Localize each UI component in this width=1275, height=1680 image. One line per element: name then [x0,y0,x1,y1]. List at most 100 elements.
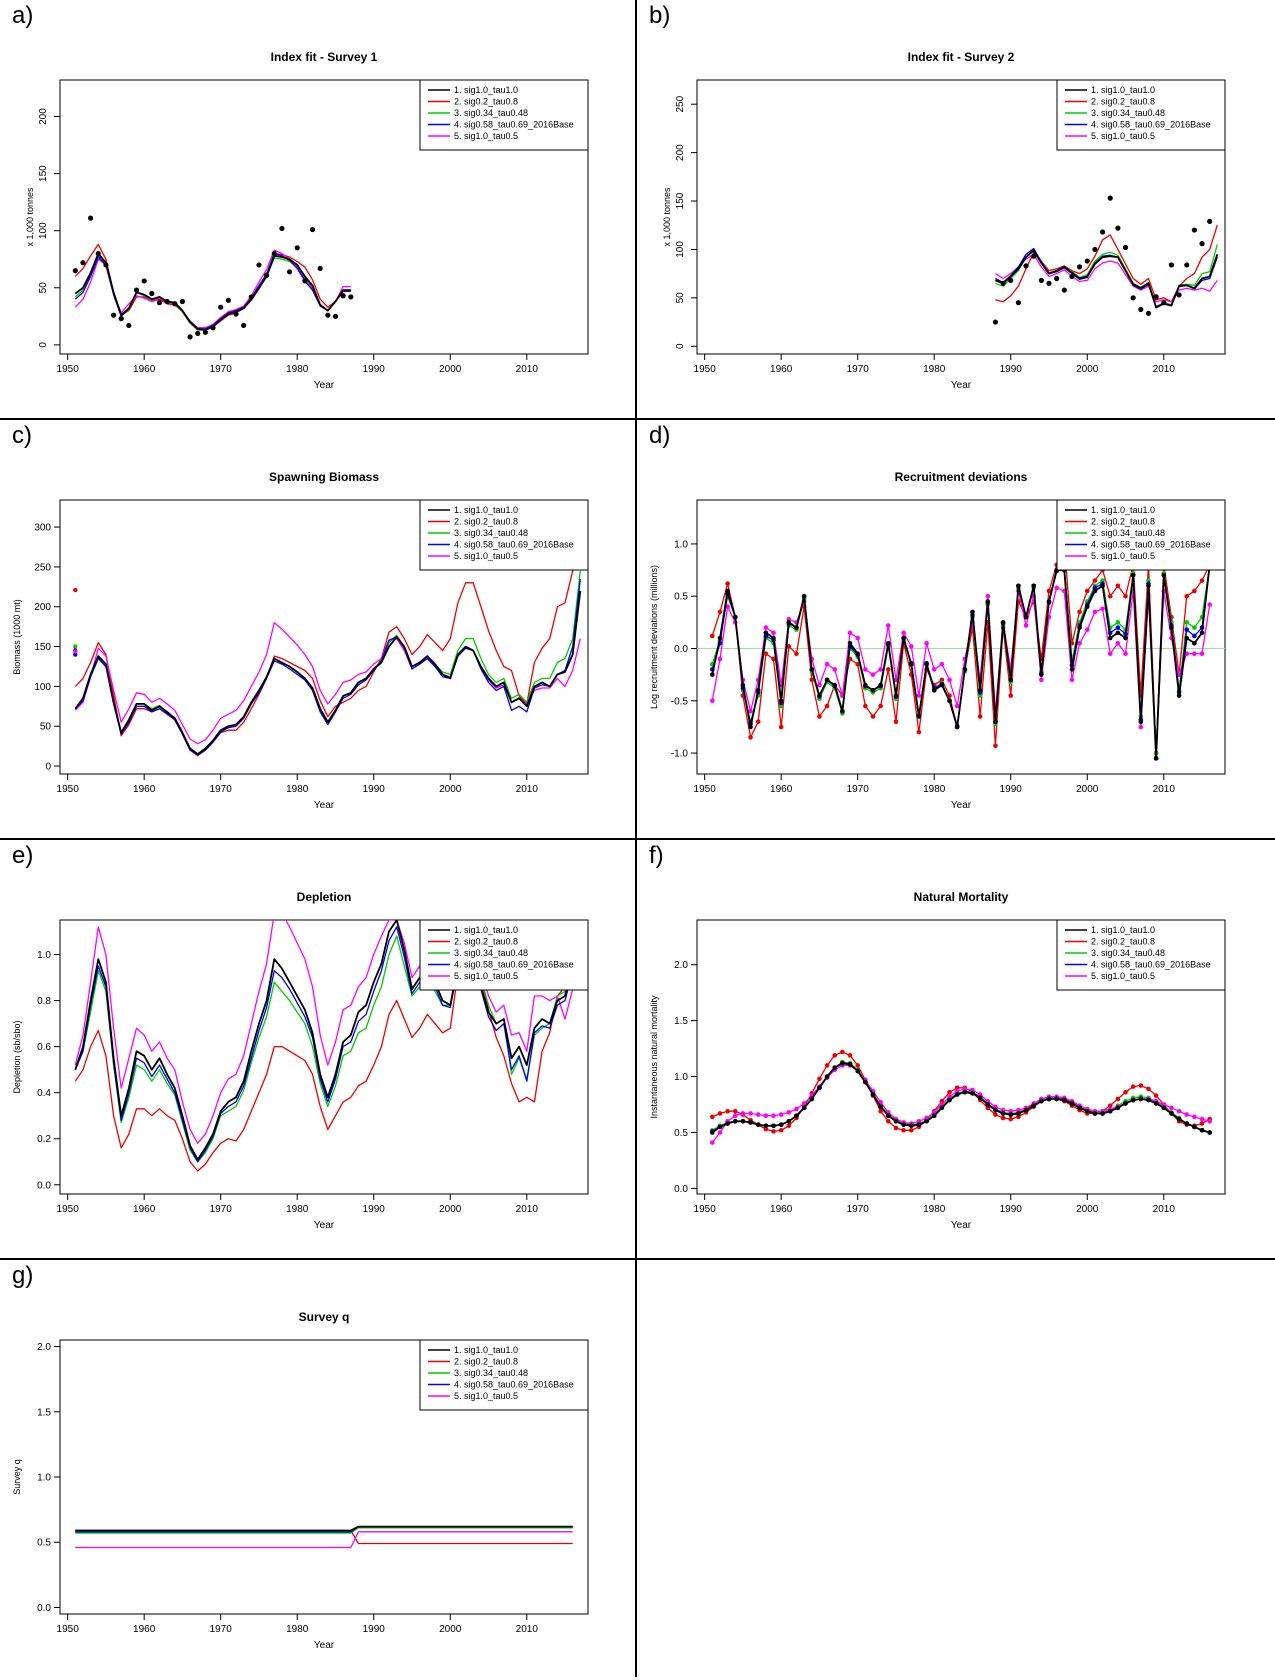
series-line-4-sig0-58-tau0-69-2016base [74,926,574,1163]
series-point-2-sig0-2-tau0-8 [817,714,822,719]
series-point-3-sig0-34-tau0-48 [1192,625,1197,630]
y-tick-label: 50 [38,282,49,294]
x-tick-label: 1970 [847,364,870,375]
series-line-5-sig1-0-tau0-5 [74,249,351,329]
y-axis-label: Survey q [12,1459,22,1495]
series-point-1-sig1-0-tau1-0 [863,682,868,688]
series-point-1-sig1-0-tau1-0 [962,1089,968,1095]
observed-point [1153,294,1159,300]
series-point-1-sig1-0-tau1-0 [985,1102,991,1107]
series-point-2-sig0-2-tau0-8 [710,1114,715,1120]
series-point-2-sig0-2-tau0-8 [878,1108,883,1114]
series-point-1-sig1-0-tau1-0 [725,588,730,594]
series-point-2-sig0-2-tau0-8 [1146,1086,1151,1092]
initial-biomass-point [73,587,78,593]
series-point-2-sig0-2-tau0-8 [1130,1084,1136,1089]
series-point-5-sig1-0-tau0-5 [977,1092,983,1097]
series-point-2-sig0-2-tau0-8 [1192,588,1197,594]
series-point-2-sig0-2-tau0-8 [993,1112,998,1117]
x-tick-label: 2010 [516,364,539,375]
x-tick-label: 2010 [516,784,539,795]
legend-label: 5. sig1.0_tau0.5 [1091,971,1155,981]
series-point-1-sig1-0-tau1-0 [1199,630,1205,636]
x-tick-label: 1970 [210,1204,233,1215]
series-point-2-sig0-2-tau0-8 [916,729,922,735]
series-point-1-sig1-0-tau1-0 [1069,667,1075,672]
legend: 1. sig1.0_tau1.0 2. sig0.2_tau0.83. sig0.… [1056,79,1226,151]
series-point-5-sig1-0-tau0-5 [717,656,723,662]
legend-label: 5. sig1.0_tau0.5 [1091,551,1155,561]
observed-point [271,250,277,257]
y-tick-label: 0.0 [37,1180,51,1191]
x-tick-label: 1990 [1000,364,1023,375]
observed-point [103,262,109,268]
series-point-1-sig1-0-tau1-0 [908,1123,914,1129]
series-point-1-sig1-0-tau1-0 [931,688,937,693]
observed-point [164,298,170,305]
observed-point [340,293,346,299]
legend-label: 1. sig1.0_tau1.0 [1091,85,1155,95]
legend-label: 3. sig0.34_tau0.48 [1091,108,1165,118]
series-point-2-sig0-2-tau0-8 [878,703,883,709]
series-point-1-sig1-0-tau1-0 [710,1130,715,1135]
series-point-2-sig0-2-tau0-8 [1107,1103,1113,1108]
series-point-5-sig1-0-tau0-5 [1107,651,1113,657]
series-point-2-sig0-2-tau0-8 [717,609,723,615]
x-tick-label: 2000 [1076,364,1099,375]
legend-label: 4. sig0.58_tau0.69_2016Base [454,540,574,550]
legend-label: 5. sig1.0_tau0.5 [454,131,518,141]
series-point-1-sig1-0-tau1-0 [1207,1130,1212,1135]
series-point-1-sig1-0-tau1-0 [763,630,769,636]
legend-box [1056,499,1226,571]
panel-letter: c) [12,422,32,449]
legend-label: 5. sig1.0_tau0.5 [454,1391,518,1401]
series-point-5-sig1-0-tau0-5 [970,1087,975,1093]
series-point-2-sig0-2-tau0-8 [786,644,792,649]
series-point-5-sig1-0-tau0-5 [771,630,776,636]
series-point-5-sig1-0-tau0-5 [931,667,937,672]
series-point-2-sig0-2-tau0-8 [1199,1121,1205,1126]
series-point-2-sig0-2-tau0-8 [954,1085,960,1091]
series-point-1-sig1-0-tau1-0 [725,1121,730,1126]
series-point-5-sig1-0-tau0-5 [1169,1105,1174,1111]
series-point-1-sig1-0-tau1-0 [1184,1121,1190,1126]
series-point-5-sig1-0-tau0-5 [1016,1107,1021,1113]
x-tick-label: 1960 [770,1204,793,1215]
plot-frame [696,919,1226,1195]
series-point-5-sig1-0-tau0-5 [993,1104,998,1110]
series-point-1-sig1-0-tau1-0 [1031,1103,1036,1108]
series-line-2-sig0-2-tau0-8 [74,558,581,757]
legend-label: 4. sig0.58_tau0.69_2016Base [1091,120,1211,130]
series-point-2-sig0-2-tau0-8 [809,677,815,683]
observed-point [1122,244,1129,251]
series-point-1-sig1-0-tau1-0 [916,1122,922,1127]
series-point-1-sig1-0-tau1-0 [809,667,815,672]
series-point-5-sig1-0-tau0-5 [886,623,891,628]
series-point-1-sig1-0-tau1-0 [1023,1107,1029,1113]
series-point-2-sig0-2-tau0-8 [710,633,715,639]
series-point-1-sig1-0-tau1-0 [717,1124,723,1130]
chart-index-fit-survey-1: Index fit - Survey 1 1950 1960 1970 1980 1990… [25,50,589,391]
series-point-5-sig1-0-tau0-5 [817,682,822,688]
panel-letter: f) [649,842,664,869]
observed-point [1145,310,1152,316]
series-point-1-sig1-0-tau1-0 [924,661,929,667]
observed-point [202,329,208,335]
series-point-1-sig1-0-tau1-0 [824,677,830,683]
y-tick-label: 150 [38,165,49,182]
observed-point [1077,264,1083,270]
observed-point [1207,218,1213,224]
series-line-3-sig0-34-tau0-48 [74,935,574,1163]
series-point-2-sig0-2-tau0-8 [725,1108,730,1114]
series-point-1-sig1-0-tau1-0 [1123,1101,1128,1106]
x-tick-label: 2010 [1153,1204,1176,1215]
series-point-2-sig0-2-tau0-8 [1077,609,1082,615]
series-point-5-sig1-0-tau0-5 [755,1112,761,1117]
series-point-5-sig1-0-tau0-5 [947,1094,952,1100]
series-line-5-sig1-0-tau0-5 [711,1064,1210,1143]
x-axis-label: Year [314,1640,335,1651]
chart-natural-mortality: Natural Mortality 1950 1960 1970 1980 1990 200… [649,890,1226,1231]
observed-point [1176,292,1182,298]
panel-e: e) Depletion 1950 1960 1970 1980 1990 2000 2010… [0,840,636,1260]
series-point-5-sig1-0-tau0-5 [947,677,952,683]
